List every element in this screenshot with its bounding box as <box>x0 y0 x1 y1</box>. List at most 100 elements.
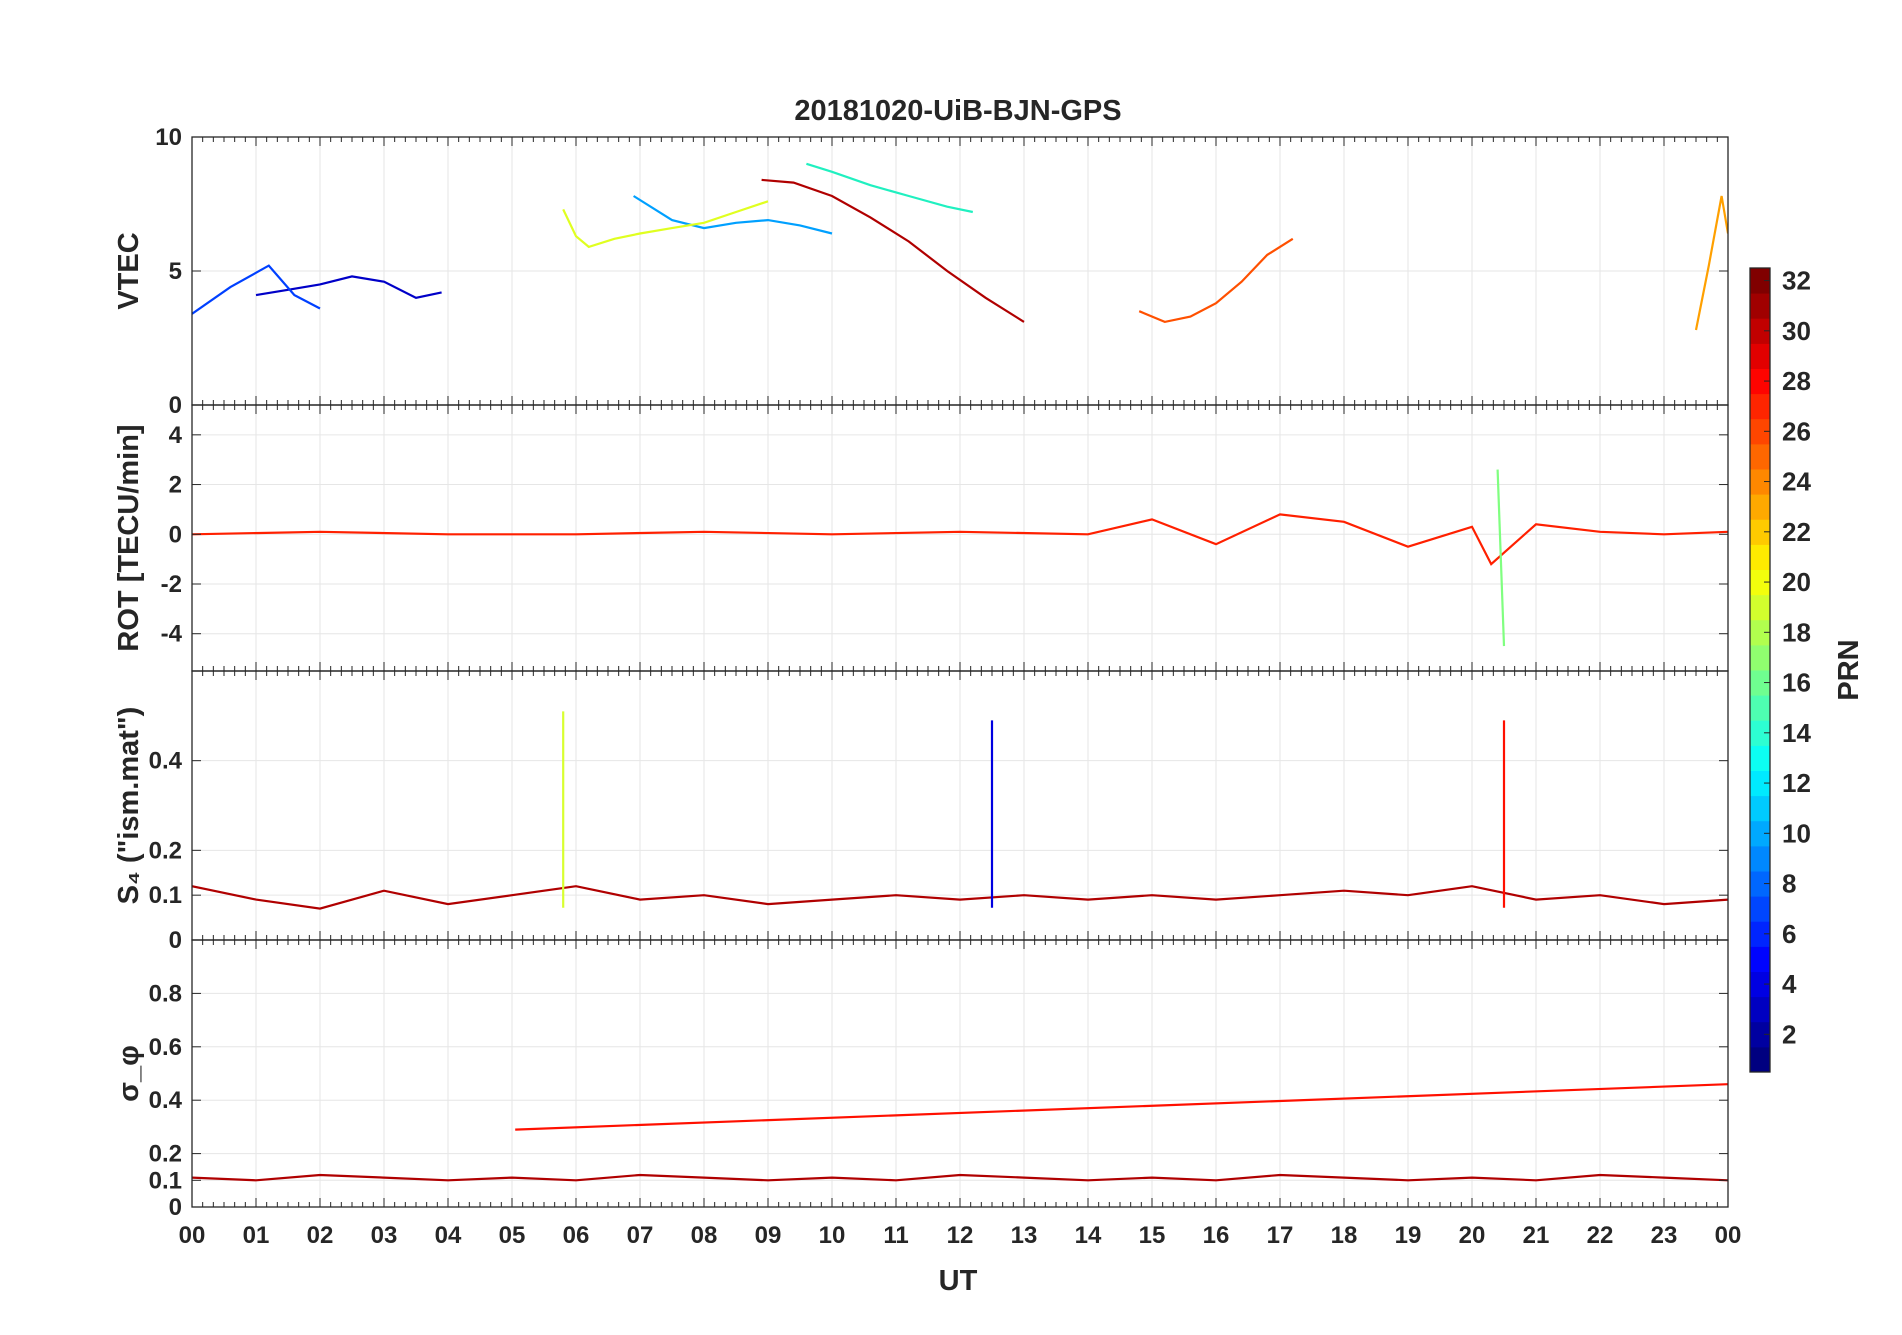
series-line-prn-2 <box>255 275 442 299</box>
series-line-prn-28 <box>192 513 1728 566</box>
y-tick-label: 0.2 <box>149 1141 182 1168</box>
colorbar-segment <box>1750 745 1770 771</box>
colorbar-tick-label: 8 <box>1782 869 1796 899</box>
x-tick-label: 00 <box>1715 1222 1742 1249</box>
panel-S4: 0 0.1 0.2 0.4S₄ ("ism.mat") <box>113 670 1729 954</box>
y-tick-label: 0.6 <box>149 1034 182 1061</box>
x-tick-label: 05 <box>499 1222 526 1249</box>
y-axis-label: σ_φ <box>113 1045 145 1102</box>
x-tick-label: 23 <box>1651 1222 1678 1249</box>
panel-ROT: -4 -2 0 2 4 ROT [TECU/min] <box>113 404 1729 672</box>
y-tick-label: 0 <box>169 521 182 548</box>
x-tick-label: 13 <box>1011 1222 1038 1249</box>
y-tick-label: 0.4 <box>149 748 183 775</box>
x-tick-label: 16 <box>1203 1222 1230 1249</box>
series-line-prn-9 <box>633 195 833 235</box>
x-tick-label: 17 <box>1267 1222 1294 1249</box>
series-line-prn-28 <box>515 1083 1728 1131</box>
y-tick-label: 0 <box>169 1194 182 1221</box>
x-tick-label: 15 <box>1139 1222 1166 1249</box>
colorbar-tick-label: 16 <box>1782 668 1811 698</box>
y-tick-label: 0.1 <box>149 1167 182 1194</box>
y-tick-label: 0.4 <box>149 1087 183 1114</box>
colorbar-segment <box>1750 569 1770 596</box>
colorbar-tick-label: 30 <box>1782 316 1811 346</box>
x-tick-label: 22 <box>1587 1222 1614 1249</box>
x-tick-label: 10 <box>819 1222 846 1249</box>
colorbar-segment <box>1750 318 1770 344</box>
colorbar-frame <box>1749 267 1771 1073</box>
colorbar-segment <box>1750 393 1770 420</box>
colorbar-segment <box>1750 720 1770 746</box>
colorbar-segment <box>1750 871 1770 897</box>
colorbar-segment <box>1750 644 1770 671</box>
chart-title: 20181020-UiB-BJN-GPS <box>794 95 1121 127</box>
colorbar-segment <box>1750 469 1770 495</box>
y-axis-label: ROT [TECU/min] <box>113 424 145 651</box>
colorbar-segment <box>1750 770 1770 797</box>
colorbar-segment <box>1750 896 1770 922</box>
x-tick-label: 11 <box>883 1222 908 1249</box>
colorbar-segment <box>1750 619 1770 646</box>
series-line-prn-26 <box>1138 237 1294 324</box>
colorbar-label: PRN <box>1833 639 1865 700</box>
colorbar-tick-label: 26 <box>1782 416 1811 446</box>
y-tick-label: 0.1 <box>149 882 182 909</box>
x-tick-label: 18 <box>1331 1222 1358 1249</box>
colorbar-segment <box>1750 494 1770 520</box>
x-tick-label: 12 <box>947 1222 974 1249</box>
y-tick-label: -4 <box>161 621 183 648</box>
x-tick-label: 09 <box>755 1222 782 1249</box>
colorbar-segment <box>1750 1046 1770 1073</box>
y-tick-label: 5 <box>169 258 182 285</box>
colorbar-tick-label: 4 <box>1782 969 1797 999</box>
series-group <box>192 469 1728 647</box>
colorbar-tick-label: 18 <box>1782 617 1811 647</box>
x-tick-label: 19 <box>1395 1222 1422 1249</box>
colorbar-segment <box>1750 1021 1770 1048</box>
y-tick-label: -2 <box>161 571 182 598</box>
x-tick-label: 14 <box>1075 1222 1102 1249</box>
x-tick-label: 21 <box>1523 1222 1550 1249</box>
colorbar-segment <box>1750 368 1770 395</box>
y-tick-label: 0 <box>169 927 182 954</box>
x-tick-label: 01 <box>243 1222 270 1249</box>
colorbar-segment <box>1750 293 1770 319</box>
colorbar-segment <box>1750 544 1770 570</box>
colorbar-tick-label: 32 <box>1782 266 1811 296</box>
colorbar-segment <box>1750 695 1770 721</box>
y-tick-label: 10 <box>155 124 182 151</box>
series-line-prn-30 <box>192 885 1728 910</box>
colorbar-tick-label: 2 <box>1782 1019 1796 1049</box>
y-tick-label: 2 <box>169 472 182 499</box>
colorbar-tick-label: 20 <box>1782 567 1811 597</box>
colorbar-tick-label: 6 <box>1782 919 1796 949</box>
colorbar-tick-label: 28 <box>1782 366 1811 396</box>
x-tick-label: 03 <box>371 1222 398 1249</box>
colorbar-segment <box>1750 795 1770 822</box>
colorbar-segment <box>1750 343 1770 369</box>
x-tick-label: 04 <box>435 1222 462 1249</box>
series-line-prn-16 <box>1496 469 1506 647</box>
y-tick-label: 0.8 <box>149 980 182 1007</box>
colorbar-segment <box>1750 946 1770 972</box>
series-line-prn-30 <box>761 178 1025 323</box>
x-tick-label: 20 <box>1459 1222 1486 1249</box>
colorbar-segment <box>1750 268 1770 294</box>
colorbar-tick-label: 14 <box>1782 718 1811 748</box>
series-line-prn-30 <box>192 1173 1728 1182</box>
colorbar-tick-label: 12 <box>1782 768 1811 798</box>
colorbar-tick-label: 10 <box>1782 818 1811 848</box>
x-tick-label: 08 <box>691 1222 718 1249</box>
colorbar-segment <box>1750 594 1770 621</box>
series-group <box>192 711 1728 910</box>
panel-sigma_phi: 00.10.2 0.4 0.6 0.8 σ_φ <box>113 939 1729 1221</box>
panel-VTEC: 0 5 10 VTEC <box>113 124 1729 419</box>
x-tick-label: 02 <box>307 1222 334 1249</box>
series-group <box>192 162 1728 331</box>
y-tick-label: 0.2 <box>149 837 182 864</box>
colorbar-segment <box>1750 443 1770 470</box>
colorbar-segment <box>1750 921 1770 947</box>
